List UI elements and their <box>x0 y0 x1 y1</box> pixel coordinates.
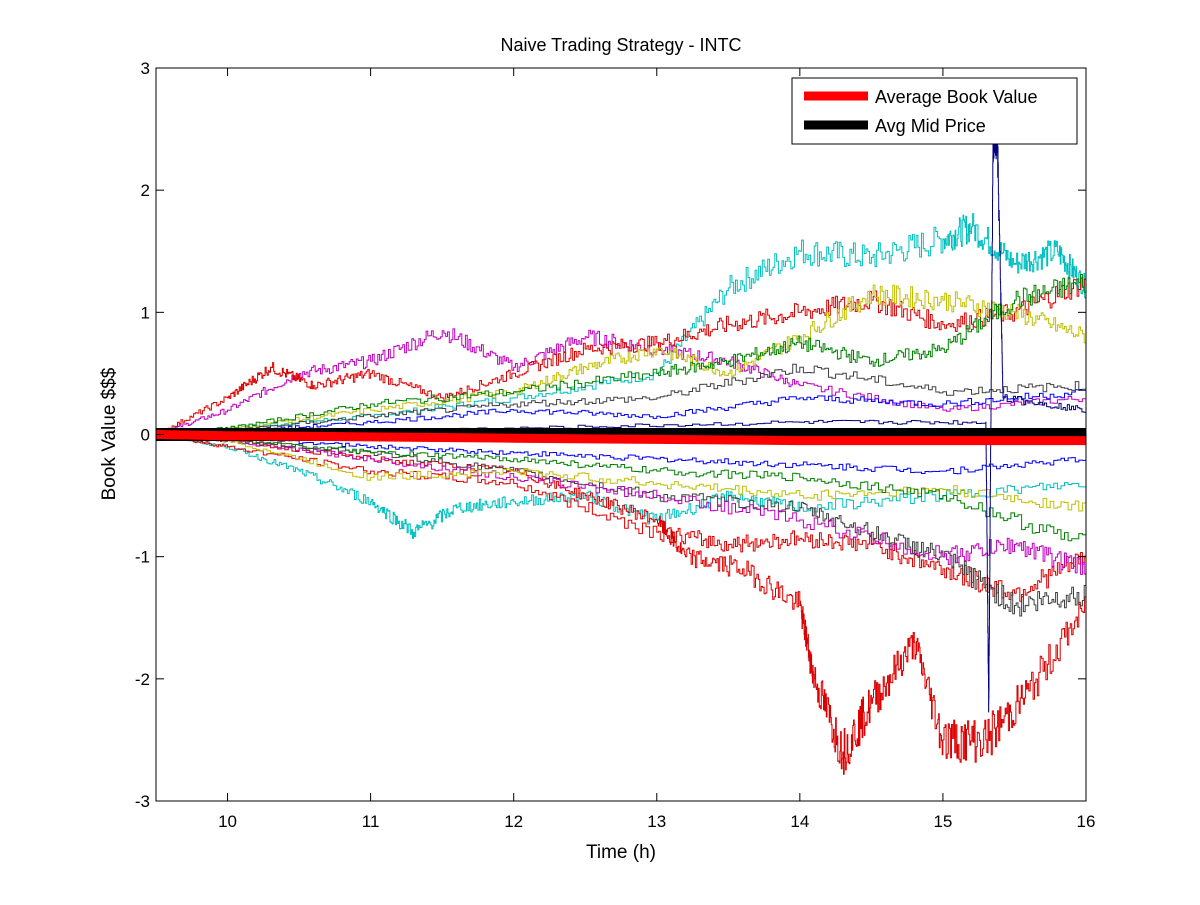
y-tick-label: -1 <box>135 548 150 567</box>
y-axis-label: Book Value $$$ <box>99 367 120 500</box>
trade-path-line-2 <box>156 328 1087 436</box>
y-tick-label: 1 <box>141 303 150 322</box>
y-tick-label: -3 <box>135 792 150 811</box>
x-tick-label: 12 <box>504 812 523 831</box>
x-axis-label: Time (h) <box>586 842 656 863</box>
trade-path-line-5 <box>156 273 1087 436</box>
average-book-value-line <box>155 430 1086 446</box>
chart-title: Naive Trading Strategy - INTC <box>500 35 741 55</box>
legend-label-avg-mid-price: Avg Mid Price <box>875 116 986 136</box>
x-tick-label: 14 <box>790 812 809 831</box>
series-layer <box>155 119 1087 775</box>
trade-path-line-3 <box>156 277 1087 436</box>
trade-path-line-15 <box>156 119 1087 713</box>
x-tick-label: 16 <box>1077 812 1096 831</box>
legend-label-average-book-value: Average Book Value <box>875 87 1037 107</box>
legend-box <box>791 77 1078 145</box>
y-tick-label: 2 <box>141 181 150 200</box>
x-tick-label: 10 <box>218 812 237 831</box>
y-tick-label: 3 <box>141 59 150 78</box>
x-tick-label: 13 <box>647 812 666 831</box>
trade-path-line-12 <box>156 433 1087 575</box>
x-tick-label: 15 <box>933 812 952 831</box>
y-tick-label: 0 <box>141 426 150 445</box>
trade-path-line-8 <box>156 433 1087 539</box>
trade-path-line-10 <box>156 433 1087 602</box>
x-tick-label: 11 <box>362 812 380 831</box>
trade-path-line-4 <box>156 284 1087 436</box>
trade-path-line-14 <box>156 433 1087 545</box>
legend: Average Book Value Avg Mid Price <box>791 77 1078 145</box>
y-tick-label: -2 <box>135 670 150 689</box>
